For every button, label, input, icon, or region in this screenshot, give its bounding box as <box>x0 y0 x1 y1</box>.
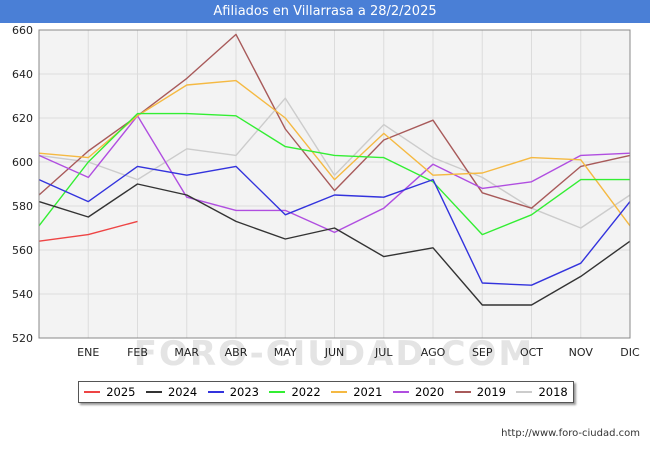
legend-swatch <box>207 391 224 393</box>
y-axis: 520 540 560 580 600 620 640 660 <box>12 24 33 345</box>
legend: 2025 2024 2023 2022 2021 2020 2019 2018 <box>78 381 574 403</box>
legend-swatch <box>454 391 471 393</box>
y-tick-label: 560 <box>12 244 33 257</box>
legend-item-2022: 2022 <box>269 385 321 399</box>
series-line-2024 <box>38 183 631 306</box>
legend-swatch <box>331 391 348 393</box>
y-tick-label: 580 <box>12 200 33 213</box>
legend-item-2018: 2018 <box>516 385 568 399</box>
legend-item-2024: 2024 <box>145 385 198 399</box>
y-tick-label: 620 <box>12 112 33 125</box>
chart-title: Afiliados en Villarrasa a 28/2/2025 <box>0 0 650 23</box>
x-tick-label: MAR <box>174 346 199 359</box>
legend-label: 2024 <box>167 385 198 399</box>
x-axis: ENE FEB MAR ABR MAY JUN JUL AGO SEP OCT NOV DIC <box>77 346 640 359</box>
source-link[interactable]: http://www.foro-ciudad.com <box>501 428 640 439</box>
y-tick-label: 520 <box>12 332 33 345</box>
legend-swatch <box>84 391 101 393</box>
x-tick-label: DIC <box>620 346 640 359</box>
legend-item-2023: 2023 <box>207 385 260 399</box>
legend-label: 2022 <box>291 385 321 399</box>
x-tick-label: MAY <box>274 346 297 359</box>
x-tick-label: AGO <box>421 346 446 359</box>
series-line-2025 <box>38 220 138 242</box>
legend-label: 2021 <box>353 385 383 399</box>
watermark: FORO-CIUDAD.COM <box>134 334 535 374</box>
legend-swatch <box>392 391 409 393</box>
x-tick-label: FEB <box>127 346 148 359</box>
legend-item-2021: 2021 <box>331 385 383 399</box>
legend-swatch <box>269 391 286 393</box>
x-tick-label: NOV <box>569 346 594 359</box>
series-line-2022 <box>38 112 630 236</box>
legend-item-2025: 2025 <box>84 385 136 399</box>
legend-label: 2019 <box>476 385 507 399</box>
x-tick-label: OCT <box>520 346 543 359</box>
y-tick-label: 540 <box>12 288 33 301</box>
series-line-2023 <box>38 165 631 286</box>
y-tick-label: 640 <box>12 68 33 81</box>
y-tick-label: 660 <box>12 24 33 37</box>
x-tick-label: JUL <box>374 346 393 359</box>
y-tick-label: 600 <box>12 156 33 169</box>
x-tick-label: JUN <box>324 346 345 359</box>
legend-item-2020: 2020 <box>392 385 445 399</box>
legend-item-2019: 2019 <box>454 385 507 399</box>
series-line-2021 <box>38 79 631 227</box>
legend-label: 2020 <box>414 385 445 399</box>
legend-swatch <box>145 391 162 393</box>
plot-frame <box>38 29 631 339</box>
series-lines <box>38 33 631 306</box>
x-tick-label: SEP <box>472 346 493 359</box>
legend-label: 2018 <box>538 385 568 399</box>
legend-swatch <box>516 391 533 393</box>
legend-label: 2025 <box>106 385 136 399</box>
x-tick-label: ENE <box>77 346 99 359</box>
legend-label: 2023 <box>229 385 260 399</box>
x-tick-label: ABR <box>225 346 248 359</box>
